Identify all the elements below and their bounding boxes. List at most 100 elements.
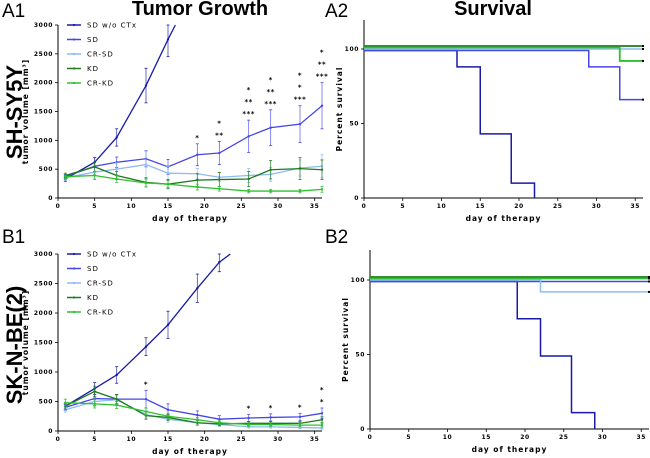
b1-x-tick-label: 25	[237, 436, 247, 443]
a2-censor-mark-cr-sd	[642, 48, 644, 50]
b1-x-tick-label: 10	[127, 436, 137, 443]
b2-x-tick-label: 5	[406, 434, 411, 441]
a1-y-tick-label: 1000	[34, 137, 53, 144]
b1-x-tick-label: 0	[56, 436, 61, 443]
a2-censor-mark-kd	[642, 45, 644, 48]
a1-point-kd	[196, 178, 199, 182]
a1-point-kd	[269, 168, 272, 171]
b1-point-cr-kd	[93, 402, 96, 406]
panel-letter-a1: A1	[2, 1, 25, 22]
b1-y-tick-label: 0	[48, 428, 53, 435]
b2-x-tick-label: 30	[598, 434, 608, 441]
a1-line-sd-w-o-ctx	[65, 24, 176, 180]
b1-point-sd-w-o-ctx	[115, 373, 118, 377]
a1-point-kd	[247, 177, 250, 181]
b1-y-tick-label: 500	[39, 399, 53, 406]
b1-significance-label: *	[269, 404, 273, 412]
b1-point-sd	[144, 397, 148, 401]
b2-censor-mark-cr-sd	[648, 290, 650, 293]
b1-legend-label-sd: SD	[87, 265, 99, 273]
a1-legend-label-sd-w-o-ctx: SD w/o CTx	[87, 22, 137, 30]
b1-point-sd	[218, 418, 221, 421]
a1-y-tick-label: 0	[48, 195, 53, 202]
a1-y-tick-label: 1500	[34, 109, 53, 116]
a1-line-cr-sd	[65, 163, 323, 179]
b2-y-axis-label: Percent survival	[341, 297, 350, 382]
b1-line-sd	[65, 397, 323, 420]
b2-curve-sd-w-o-ctx	[370, 280, 596, 429]
b1-x-tick-label: 5	[92, 436, 97, 443]
b1-point-sd	[247, 416, 250, 420]
a1-y-tick-label: 2500	[34, 51, 53, 58]
a1-line-sd	[65, 105, 323, 178]
a1-significance-label: *	[298, 84, 302, 92]
b1-point-sd-w-o-ctx	[218, 261, 221, 264]
b2-x-tick-label: 20	[520, 434, 530, 441]
a1-point-kd	[218, 178, 221, 181]
a2-curve-sd-w-o-ctx	[364, 49, 536, 198]
a1-point-cr-kd	[298, 189, 302, 193]
a1-legend-marker	[72, 81, 76, 85]
a1-x-tick-label: 30	[273, 203, 283, 210]
b2-censor-mark-cr-kd	[648, 277, 650, 280]
row-label-sk-n-be2: SK-N-BE(2)	[2, 286, 27, 405]
panel-letter-a2: A2	[325, 1, 348, 22]
b1-significance-label: *	[320, 398, 324, 406]
panel-letter-b2: B2	[325, 227, 348, 248]
b1-y-tick-label: 1000	[34, 369, 53, 376]
a1-point-cr-sd	[144, 163, 148, 166]
b1-legend-label-cr-kd: CR-KD	[87, 309, 114, 317]
panel-b1-tumor-growth: 0 5 10 15 20 25 30 35 0 500 1000 1500 2000 2500 3000 da…	[21, 251, 324, 457]
a1-point-cr-kd	[218, 187, 221, 190]
a1-x-tick-label: 15	[163, 203, 173, 210]
a2-censor-mark-cr-kd	[642, 59, 644, 62]
b1-point-cr-kd	[320, 423, 324, 427]
b1-legend-marker	[72, 252, 76, 256]
b1-point-kd	[115, 397, 118, 401]
a1-significance-label: *	[320, 49, 324, 57]
b1-point-cr-kd	[166, 415, 170, 418]
a1-line-kd	[65, 166, 323, 185]
a1-point-cr-kd	[93, 174, 96, 177]
b2-x-tick-label: 15	[481, 434, 491, 441]
b1-point-sd-w-o-ctx	[144, 345, 148, 348]
b1-legend-label-kd: KD	[87, 294, 99, 302]
a1-significance-label: ***	[294, 96, 306, 104]
b1-legend-marker	[72, 310, 76, 314]
a1-point-sd	[298, 122, 302, 126]
b1-legend-marker	[72, 296, 76, 299]
b1-legend-marker	[72, 267, 76, 270]
a1-legend-label-kd: KD	[87, 65, 99, 73]
a1-significance-label: ***	[264, 100, 276, 108]
a1-significance-label: **	[245, 98, 253, 106]
a1-point-sd-w-o-ctx	[115, 136, 118, 139]
b2-y-tick-label: 0	[360, 426, 365, 433]
a2-curve-cr-kd	[364, 46, 643, 62]
a1-point-cr-kd	[269, 189, 272, 193]
a2-curve-sd	[364, 49, 643, 101]
a2-y-tick-label: 100	[345, 46, 359, 53]
b2-x-tick-label: 10	[443, 434, 453, 441]
b1-point-cr-kd	[298, 423, 302, 427]
b2-curve-cr-sd	[370, 279, 649, 293]
panel-a2-survival: 0 5 10 15 20 25 30 35 0 50 100 day of therapy Percen…	[335, 20, 644, 223]
a1-significance-label: ***	[316, 73, 328, 81]
a1-x-tick-label: 5	[92, 203, 97, 210]
b2-censor-mark-sd	[648, 280, 650, 283]
a2-x-axis-label: day of therapy	[466, 214, 542, 223]
b1-point-cr-sd	[320, 426, 324, 430]
a1-point-sd-w-o-ctx	[144, 84, 148, 87]
b1-point-sd	[166, 408, 170, 411]
b1-significance-label: *	[247, 404, 251, 412]
b1-point-sd	[298, 415, 302, 419]
a1-point-cr-kd	[196, 185, 199, 189]
a1-legend-marker	[72, 23, 76, 27]
b1-y-tick-label: 2000	[34, 310, 53, 317]
b1-point-cr-kd	[218, 421, 221, 424]
b2-x-tick-label: 25	[559, 434, 569, 441]
b2-x-tick-label: 35	[636, 434, 646, 441]
a1-point-sd	[247, 135, 250, 138]
a1-point-kd	[298, 167, 302, 170]
a2-x-tick-label: 15	[475, 203, 485, 210]
a1-point-cr-kd	[115, 177, 118, 181]
